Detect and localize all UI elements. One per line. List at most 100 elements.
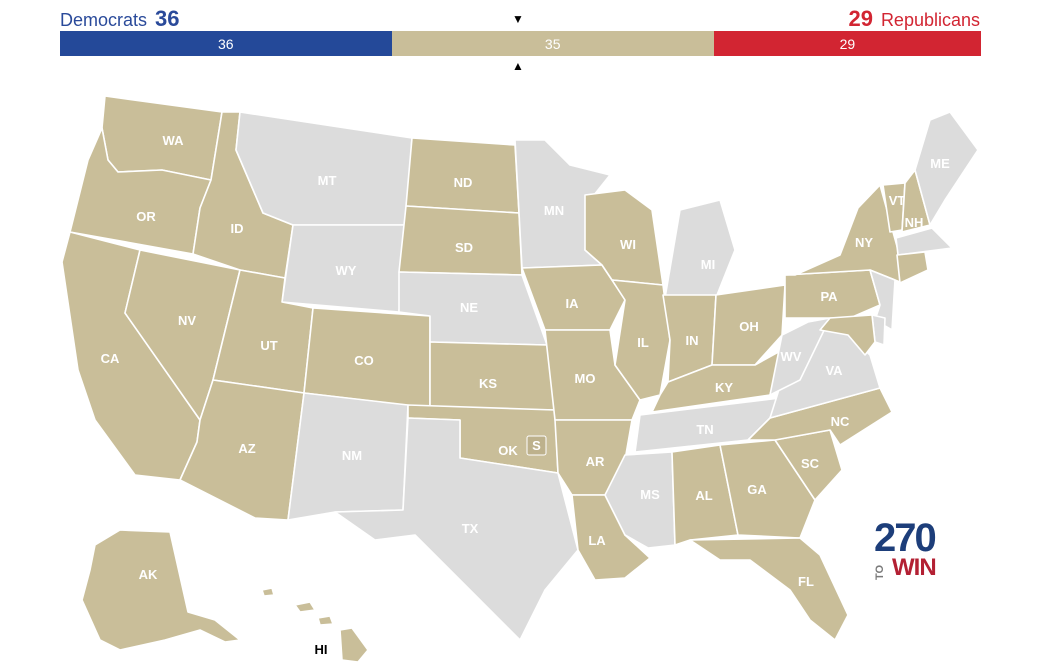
state-shape-mi[interactable] xyxy=(664,199,736,301)
state-ak[interactable]: AK xyxy=(81,529,241,651)
state-me[interactable]: ME xyxy=(914,111,979,226)
republicans-total: 29 Republicans xyxy=(848,6,980,32)
state-nh[interactable]: NH xyxy=(901,169,931,233)
state-label-sd: SD xyxy=(455,240,473,255)
state-shape-ct[interactable] xyxy=(896,251,929,284)
state-pa[interactable]: PA xyxy=(784,269,881,319)
state-sd[interactable]: SD xyxy=(398,205,523,276)
state-shape-il[interactable] xyxy=(611,279,671,401)
state-label-ca: CA xyxy=(101,351,120,366)
state-wa[interactable]: WA xyxy=(101,95,223,181)
special-election-badge[interactable]: S xyxy=(526,435,547,456)
state-label-vt: VT xyxy=(889,193,906,208)
state-label-hi: HI xyxy=(315,642,328,657)
state-label-al: AL xyxy=(695,488,712,503)
state-ar[interactable]: AR xyxy=(554,419,633,496)
state-label-wv: WV xyxy=(781,349,802,364)
republican-seats-segment: 29 xyxy=(713,31,981,56)
state-label-wy: WY xyxy=(336,263,357,278)
state-ma[interactable] xyxy=(895,227,953,256)
state-label-ak: AK xyxy=(139,567,158,582)
state-md[interactable] xyxy=(819,314,876,356)
democrats-label: Democrats xyxy=(60,10,148,30)
state-ny[interactable]: NY xyxy=(784,184,901,283)
state-co[interactable]: CO xyxy=(303,307,431,409)
state-shape-tx[interactable] xyxy=(334,417,579,641)
state-label-ny: NY xyxy=(855,235,873,250)
state-wy[interactable]: WY xyxy=(281,224,407,313)
state-label-nc: NC xyxy=(831,414,850,429)
republicans-label: Republicans xyxy=(880,10,980,30)
state-label-mo: MO xyxy=(575,371,596,386)
state-nm[interactable]: NM xyxy=(287,392,409,521)
state-label-wa: WA xyxy=(163,133,185,148)
state-label-tx: TX xyxy=(462,521,479,536)
state-label-ms: MS xyxy=(640,487,660,502)
state-al[interactable]: AL xyxy=(671,444,739,546)
state-wv[interactable]: WV xyxy=(769,317,831,396)
state-ks[interactable]: KS xyxy=(429,341,556,411)
state-label-or: OR xyxy=(136,209,156,224)
state-label-ar: AR xyxy=(586,454,605,469)
state-shape-ny[interactable] xyxy=(784,184,901,283)
state-label-me: ME xyxy=(930,156,950,171)
state-label-nv: NV xyxy=(178,313,196,328)
state-label-ne: NE xyxy=(460,300,478,315)
state-label-fl: FL xyxy=(798,574,814,589)
state-shape-me[interactable] xyxy=(914,111,979,226)
state-label-id: ID xyxy=(231,221,244,236)
state-label-nd: ND xyxy=(454,175,473,190)
state-shape-hi[interactable] xyxy=(261,587,369,663)
democrats-count: 36 xyxy=(155,6,180,31)
270towin-logo[interactable]: 270 TO WIN xyxy=(874,518,944,584)
state-label-la: LA xyxy=(588,533,606,548)
state-ct[interactable] xyxy=(896,251,929,284)
state-label-ut: UT xyxy=(260,338,277,353)
majority-marker-up-icon: ▲ xyxy=(512,59,524,73)
state-label-nm: NM xyxy=(342,448,362,463)
state-tx[interactable]: TX xyxy=(334,417,579,641)
state-label-mi: MI xyxy=(701,257,715,272)
state-in[interactable]: IN xyxy=(662,294,717,383)
state-shape-wv[interactable] xyxy=(769,317,831,396)
state-label-ok: OK xyxy=(498,443,518,458)
majority-marker-down-icon: ▼ xyxy=(512,12,524,26)
seat-summary-header: Democrats 36 29 Republicans ▼ 36 35 29 ▲ xyxy=(0,0,1050,84)
state-label-mn: MN xyxy=(544,203,564,218)
state-oh[interactable]: OH xyxy=(711,284,786,366)
state-label-ia: IA xyxy=(566,296,580,311)
state-label-il: IL xyxy=(637,335,649,350)
state-il[interactable]: IL xyxy=(611,279,671,401)
state-shape-md[interactable] xyxy=(819,314,876,356)
state-vt[interactable]: VT xyxy=(882,182,906,233)
democrats-total: Democrats 36 xyxy=(60,6,180,32)
state-label-ga: GA xyxy=(747,482,767,497)
seat-balance-bar: 36 35 29 xyxy=(60,31,981,56)
state-label-ks: KS xyxy=(479,376,497,391)
state-hi[interactable]: HI xyxy=(261,587,369,663)
state-ms[interactable]: MS xyxy=(604,451,676,549)
state-shape-oh[interactable] xyxy=(711,284,786,366)
state-nd[interactable]: ND xyxy=(405,137,520,214)
state-shape-al[interactable] xyxy=(671,444,739,546)
state-mt[interactable]: MT xyxy=(235,111,413,226)
state-label-in: IN xyxy=(686,333,699,348)
logo-270-text: 270 xyxy=(874,516,937,560)
state-label-tn: TN xyxy=(696,422,713,437)
state-mi[interactable]: MI xyxy=(664,199,736,301)
tossup-seats-segment: 35 xyxy=(391,31,714,56)
state-label-wi: WI xyxy=(620,237,636,252)
state-shape-fl[interactable] xyxy=(689,537,849,641)
state-label-co: CO xyxy=(354,353,374,368)
state-shape-mt[interactable] xyxy=(235,111,413,226)
state-label-oh: OH xyxy=(739,319,759,334)
logo-to-text: TO xyxy=(874,564,886,580)
state-sc[interactable]: SC xyxy=(774,429,843,501)
democrat-seats-segment: 36 xyxy=(60,31,392,56)
state-fl[interactable]: FL xyxy=(689,537,849,641)
state-shape-ak[interactable] xyxy=(81,529,241,651)
state-label-va: VA xyxy=(825,363,843,378)
us-states-map: WA OR CA NV ID MT WY UT AZ CO NM ND SD NE KS OK TX MN IA MO… xyxy=(61,95,979,663)
state-shape-ma[interactable] xyxy=(895,227,953,256)
state-wi[interactable]: WI xyxy=(584,189,664,286)
